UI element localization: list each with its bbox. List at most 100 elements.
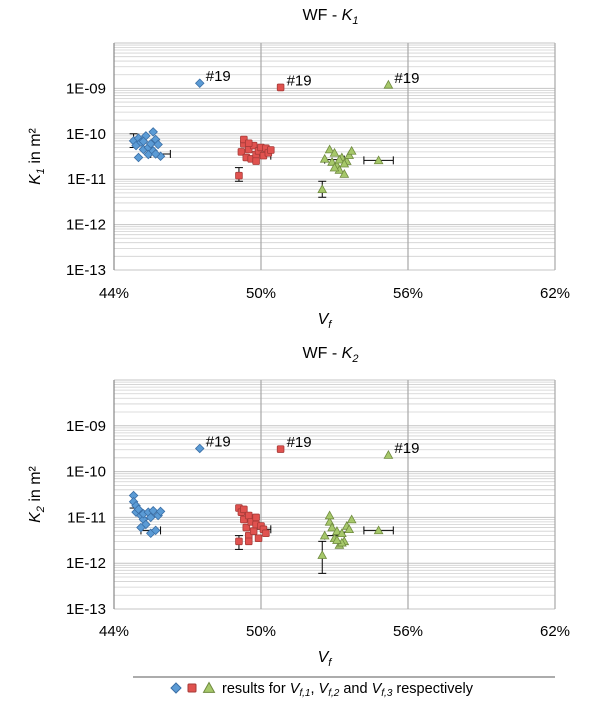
y-tick-label: 1E-12 bbox=[66, 555, 106, 572]
series-3: #19 bbox=[317, 440, 419, 574]
x-tick-label: 44% bbox=[99, 623, 129, 640]
legend: results for Vf,1, Vf,2 and Vf,3 respecti… bbox=[133, 676, 555, 699]
data-point bbox=[138, 136, 149, 147]
x-tick-label: 56% bbox=[393, 285, 423, 302]
data-point bbox=[334, 154, 345, 164]
data-point bbox=[324, 510, 335, 520]
chart-title: WF - K2 bbox=[303, 345, 359, 365]
data-point bbox=[133, 152, 144, 163]
data-point bbox=[346, 514, 357, 524]
data-point bbox=[252, 157, 260, 165]
data-point bbox=[373, 525, 384, 535]
data-point bbox=[150, 149, 161, 159]
data-point bbox=[244, 511, 253, 520]
x-tick-label: 56% bbox=[393, 623, 423, 640]
y-tick-label: 1E-13 bbox=[66, 601, 106, 618]
x-axis-label: Vf bbox=[318, 311, 333, 331]
y-axis-label: K1 in m² bbox=[27, 127, 47, 184]
legend-sep2: and bbox=[339, 681, 371, 697]
y-label-suffix: in m² bbox=[27, 127, 44, 168]
data-point bbox=[145, 139, 156, 149]
outlier-point bbox=[194, 443, 205, 454]
data-point bbox=[235, 171, 243, 180]
data-point bbox=[237, 148, 246, 156]
outlier-point bbox=[383, 450, 394, 459]
title-variable: K bbox=[342, 7, 354, 24]
data-point bbox=[324, 144, 335, 154]
data-point bbox=[254, 534, 263, 543]
y-tick-label: 1E-12 bbox=[66, 217, 106, 234]
legend-v3: V bbox=[372, 681, 383, 697]
data-point bbox=[145, 512, 156, 523]
x-tick-label: 62% bbox=[540, 623, 570, 640]
outlier-label: #19 bbox=[206, 433, 231, 450]
data-point bbox=[327, 522, 337, 532]
y-axis-label: K2 in m² bbox=[27, 465, 47, 522]
title-subscript: 1 bbox=[352, 15, 358, 27]
data-point bbox=[252, 513, 260, 522]
title-variable: K bbox=[342, 345, 354, 362]
y-tick-label: 1E-11 bbox=[67, 509, 106, 526]
grid bbox=[113, 42, 556, 271]
legend-text-b: respectively bbox=[392, 681, 473, 697]
outlier-point bbox=[194, 78, 205, 88]
y-label-suffix: in m² bbox=[27, 465, 44, 506]
green-triangle-icon bbox=[202, 681, 216, 693]
data-point bbox=[150, 525, 161, 536]
data-point bbox=[235, 537, 243, 546]
y-label-variable: K bbox=[27, 173, 44, 185]
data-point bbox=[336, 528, 347, 538]
data-point bbox=[244, 139, 253, 147]
outlier-label: #19 bbox=[206, 68, 231, 85]
data-point bbox=[346, 145, 357, 155]
data-point bbox=[329, 147, 340, 157]
data-point bbox=[148, 505, 158, 516]
data-point bbox=[332, 535, 342, 544]
y-tick-label: 1E-10 bbox=[66, 464, 106, 481]
x-tick-label: 44% bbox=[99, 285, 129, 302]
data-point bbox=[240, 505, 248, 514]
data-point bbox=[153, 139, 163, 150]
data-point bbox=[329, 162, 340, 172]
x-label-variable: V bbox=[318, 649, 330, 666]
title-subscript: 2 bbox=[351, 353, 358, 365]
y-label-subscript: 2 bbox=[35, 506, 47, 513]
data-point bbox=[319, 153, 330, 163]
legend-v3-sub: f,3 bbox=[381, 688, 393, 699]
red-square-icon bbox=[187, 683, 197, 693]
legend-v1-sub: f,1 bbox=[299, 688, 310, 699]
outlier-point bbox=[276, 445, 285, 453]
data-point bbox=[332, 526, 342, 535]
data-point bbox=[339, 169, 350, 178]
outlier-point bbox=[383, 79, 394, 89]
x-tick-label: 50% bbox=[246, 623, 276, 640]
y-tick-label: 1E-11 bbox=[67, 171, 106, 188]
title-prefix: WF - bbox=[303, 7, 342, 24]
data-point bbox=[339, 158, 350, 168]
outlier-label: #19 bbox=[287, 72, 312, 89]
legend-text: results for Vf,1, Vf,2 and Vf,3 respecti… bbox=[222, 681, 474, 699]
data-point bbox=[317, 550, 328, 559]
outlier-label: #19 bbox=[394, 70, 419, 87]
chart-k2: 1E-13 1E-12 1E-11 1E-10 1E-09 44% 50% 56% 62% WF … bbox=[27, 345, 570, 669]
legend-text-a: results for bbox=[222, 681, 290, 697]
data-point bbox=[262, 529, 270, 538]
data-point bbox=[317, 184, 328, 194]
outlier-label: #19 bbox=[287, 434, 312, 451]
series-2: #19 bbox=[234, 72, 312, 182]
x-label-subscript: f bbox=[328, 657, 332, 669]
data-point bbox=[373, 155, 384, 165]
data-point bbox=[249, 527, 258, 535]
x-label-variable: V bbox=[318, 311, 330, 328]
legend-v1: V bbox=[290, 681, 301, 697]
y-tick-label: 1E-10 bbox=[66, 126, 106, 143]
y-tick-label: 1E-13 bbox=[66, 262, 106, 279]
chart-title: WF - K1 bbox=[303, 7, 359, 27]
data-point bbox=[136, 522, 146, 533]
chart-k1: 1E-13 1E-12 1E-11 1E-10 1E-09 44% 50% 56% 62% WF … bbox=[27, 7, 570, 331]
title-prefix: WF - bbox=[303, 345, 342, 362]
data-point bbox=[242, 523, 251, 532]
series-1: #19 bbox=[128, 433, 231, 539]
